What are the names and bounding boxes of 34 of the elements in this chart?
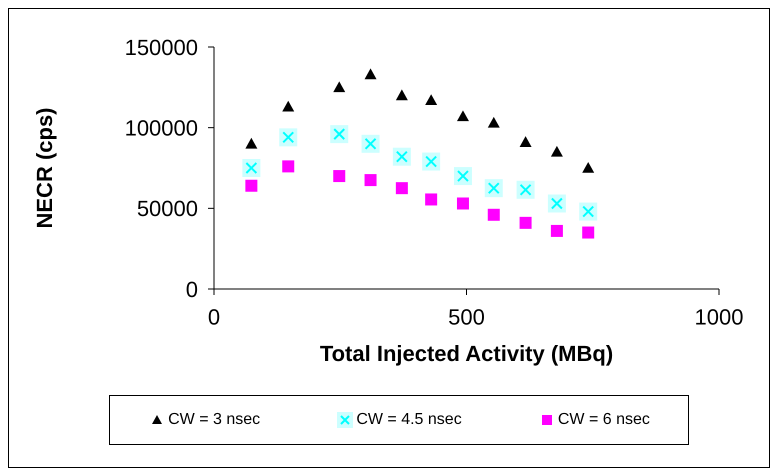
legend-label: CW = 4.5 nsec	[356, 411, 462, 429]
point	[520, 216, 532, 229]
y-axis-title: NECR (cps)	[32, 107, 57, 229]
point	[488, 116, 500, 128]
point	[425, 94, 438, 106]
point	[282, 160, 294, 172]
point	[425, 193, 438, 206]
y-tick-label: 50000	[136, 196, 198, 222]
point	[282, 100, 294, 112]
x-axis-title: Total Injected Activity (MBq)	[320, 341, 614, 366]
y-tick-label: 100000	[124, 115, 198, 140]
point	[364, 68, 377, 80]
y-tick-label: 150000	[124, 34, 198, 60]
point	[456, 197, 469, 210]
point	[582, 162, 594, 173]
point	[245, 180, 258, 192]
y-tick-label: 0	[186, 276, 198, 302]
x-tick-label: 1000	[694, 304, 744, 330]
point	[550, 146, 563, 157]
point	[396, 89, 408, 100]
point	[245, 138, 258, 149]
point	[364, 174, 377, 186]
legend-label: CW = 6 nsec	[558, 411, 650, 429]
legend-label: CW = 3 nsec	[168, 411, 260, 429]
point	[582, 226, 594, 239]
point	[396, 182, 408, 194]
x-tick-label: 0	[208, 304, 220, 330]
point	[550, 224, 563, 237]
x-tick-label: 500	[448, 304, 485, 330]
point	[488, 208, 500, 221]
point	[520, 136, 532, 147]
point	[333, 81, 346, 92]
point	[333, 170, 346, 182]
point	[456, 110, 469, 122]
